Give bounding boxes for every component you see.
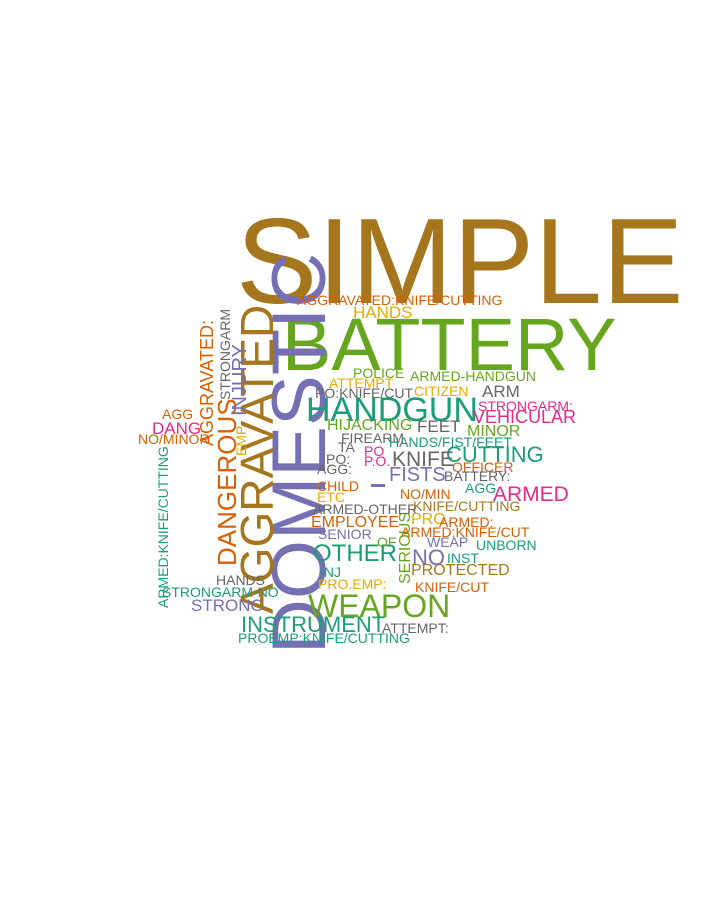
word-officer: OFFICER bbox=[452, 459, 514, 475]
word-cutting: CUTTING bbox=[446, 442, 544, 467]
word-armed-handgun: ARMED-HANDGUN bbox=[410, 368, 536, 384]
word-battery: BATTERY bbox=[282, 303, 617, 386]
word-inst: INST bbox=[447, 550, 479, 566]
word-agg-small: AGG bbox=[162, 406, 194, 422]
word-strong: STRONG bbox=[191, 596, 264, 615]
word-attempt: ATTEMPT bbox=[329, 375, 394, 391]
word-simple: SIMPLE bbox=[236, 193, 684, 329]
word-p-o: P.O. bbox=[364, 453, 391, 469]
word-no-min: NO/MIN bbox=[400, 486, 451, 502]
word-hands-small: HANDS bbox=[216, 572, 266, 588]
word-minor: MINOR bbox=[467, 423, 521, 440]
word-vehicular: VEHICULAR bbox=[473, 407, 577, 427]
word-dangerous: DANGEROUS bbox=[212, 398, 242, 566]
word-protected: PROTECTED bbox=[411, 562, 510, 579]
word-knife-cutting: KNIFE/CUTTING bbox=[413, 498, 521, 514]
word-attempt-colon: ATTEMPT: bbox=[382, 620, 449, 636]
dash-mark bbox=[371, 484, 385, 487]
word-knife: KNIFE bbox=[392, 448, 454, 471]
word-other: OTHER bbox=[313, 540, 397, 567]
word-armed-other: ARMED-OTHER bbox=[313, 501, 418, 517]
word-armed-knife-cut: ARMED:KNIFE/CUT bbox=[401, 524, 530, 540]
word-firearm: FIREARM bbox=[341, 430, 404, 446]
word-feet: FEET bbox=[417, 417, 461, 436]
word-strongarm-no: STRONGARM-NO bbox=[162, 584, 279, 600]
word-battery-colon: BATTERY: bbox=[444, 468, 511, 484]
word-po-knife-cut: PO:KNIFE/CUT bbox=[315, 385, 414, 401]
word-no-minor: NO/MINOR bbox=[138, 431, 210, 447]
word-po-red: PO bbox=[364, 443, 385, 459]
word-handgun: HANDGUN bbox=[306, 391, 478, 429]
word-police: POLICE bbox=[353, 365, 405, 381]
word-armed-colon: ARMED: bbox=[439, 514, 494, 530]
word-agg-knife-cutting: AGGRAVATED:KNIFE/CUTTING bbox=[297, 292, 503, 308]
word-senior: SENIOR bbox=[318, 526, 372, 542]
word-proemp-knife-cutting: PROEMP:KNIFE/CUTTING bbox=[238, 630, 410, 646]
word-of: OF bbox=[377, 534, 397, 550]
word-agg-teal: AGG bbox=[465, 480, 497, 496]
word-dang: DANG bbox=[152, 419, 202, 438]
word-pro-emp: PRO.EMP: bbox=[318, 576, 387, 592]
word-strongarm-colon: STRONGARM: bbox=[478, 398, 573, 414]
word-pro: PRO bbox=[411, 511, 446, 528]
word-citizen: CITIZEN bbox=[414, 383, 469, 399]
word-employee: EMPLOYEE bbox=[311, 514, 400, 531]
word-injury: INJURY bbox=[229, 344, 251, 416]
word-inj: INJ bbox=[320, 564, 341, 580]
word-hands-fist-feet: HANDS/FIST/FEET bbox=[389, 434, 512, 450]
word-arm: ARM bbox=[482, 382, 520, 401]
word-etc: ETC bbox=[317, 489, 345, 505]
word-weapon: WEAPON bbox=[308, 588, 451, 624]
word-knife-cut: KNIFE/CUT bbox=[415, 579, 489, 595]
word-hijacking: HIJACKING bbox=[327, 417, 413, 434]
word-unborn: UNBORN bbox=[476, 537, 537, 553]
word-po-colon: PO: bbox=[326, 451, 351, 467]
word-instrument: INSTRUMENT bbox=[241, 612, 386, 637]
word-no: NO bbox=[412, 545, 445, 570]
word-fists: FISTS bbox=[389, 464, 446, 486]
word-weap: WEAP bbox=[427, 534, 469, 550]
word-armed: ARMED bbox=[493, 483, 569, 506]
word-hands: HANDS bbox=[353, 303, 413, 322]
word-child: CHILD bbox=[317, 478, 360, 494]
word-emp: EMP bbox=[233, 425, 249, 456]
word-agg-colon: AGG: bbox=[317, 461, 353, 477]
word-ta: TA bbox=[338, 439, 355, 455]
